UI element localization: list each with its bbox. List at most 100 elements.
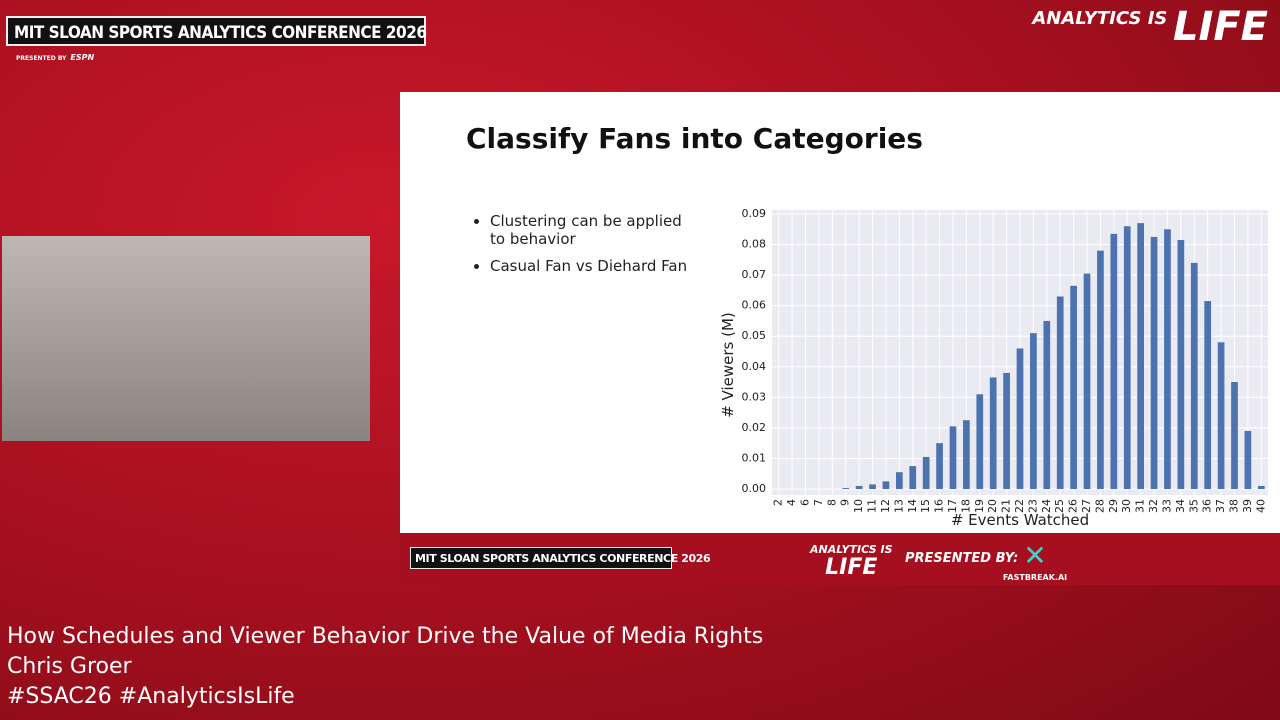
bar [842, 488, 850, 489]
bar [1244, 430, 1252, 489]
x-tick-label: 13 [892, 499, 905, 513]
bar [896, 472, 903, 489]
y-tick-label: 0.03 [742, 390, 767, 403]
bar [1030, 333, 1037, 489]
sponsor-icon: ✕ [1023, 539, 1047, 572]
x-tick-label: 11 [866, 499, 879, 513]
sponsor-name: FASTBREAK.AI [1002, 573, 1068, 582]
x-tick-label: 29 [1107, 499, 1120, 513]
bar [1231, 382, 1238, 489]
bar [1123, 226, 1131, 489]
x-tick-label: 18 [959, 499, 972, 513]
bar [882, 481, 890, 489]
x-tick-label: 19 [973, 499, 986, 513]
chart: # Viewers (M) # Events Watched 0.00 0.01 0… [719, 207, 1268, 529]
x-tick-label: 24 [1040, 499, 1053, 513]
x-tick-label: 26 [1067, 499, 1080, 513]
bar [989, 377, 997, 489]
x-tick-label: 17 [946, 499, 959, 513]
x-tick-label: 33 [1160, 499, 1173, 513]
y-tick-label: 0.08 [742, 238, 767, 251]
x-tick-label: 6 [799, 499, 812, 506]
bar [1257, 485, 1265, 489]
y-tick-label: 0.05 [742, 329, 767, 342]
slide: Classify Fans into Categories Clustering… [400, 92, 1280, 533]
tagline-big: LIFE [1172, 4, 1268, 50]
x-tick-label: 28 [1093, 499, 1106, 513]
y-tick-label: 0.01 [742, 451, 767, 464]
x-tick-label: 8 [825, 499, 838, 506]
bar [1137, 223, 1144, 489]
y-tick-label: 0.06 [742, 299, 767, 312]
speaker-video [2, 236, 370, 441]
x-tick-label: 21 [1000, 499, 1013, 513]
y-tick-label: 0.04 [742, 360, 767, 373]
bar [1164, 229, 1171, 489]
x-tick-label: 20 [986, 499, 999, 513]
bar [963, 420, 970, 489]
caption-title: How Schedules and Viewer Behavior Drive … [7, 624, 764, 649]
bar [936, 443, 943, 489]
y-tick-label: 0.09 [742, 207, 767, 220]
x-axis-label: # Events Watched [951, 511, 1089, 529]
bar [949, 426, 957, 489]
bar [1110, 233, 1118, 489]
x-tick-label: 31 [1134, 499, 1147, 513]
x-tick-label: 27 [1080, 499, 1093, 513]
caption-hashtags: #SSAC26 #AnalyticsIsLife [7, 684, 295, 709]
bar [1204, 301, 1212, 489]
y-axis-label: # Viewers (M) [719, 312, 737, 418]
banner-tagline-small: ANALYTICS IS [810, 543, 893, 556]
bar [1177, 239, 1185, 489]
bar [922, 456, 930, 489]
bullet: Clustering can be applied to behavior [490, 212, 700, 248]
y-tick-label: 0.00 [742, 482, 767, 495]
x-tick-label: 14 [906, 499, 919, 513]
x-tick-label: 22 [1013, 499, 1026, 513]
tagline-small: ANALYTICS IS [1032, 8, 1168, 29]
x-tick-label: 25 [1053, 499, 1066, 513]
presented-by: PRESENTED BY ESPN [16, 53, 94, 62]
x-tick-label: 7 [812, 499, 825, 506]
bar [1150, 236, 1158, 489]
x-tick-label: 37 [1214, 499, 1227, 513]
bar [1003, 372, 1010, 489]
bar [1070, 285, 1077, 489]
bar [1056, 296, 1064, 489]
x-tick-label: 23 [1026, 499, 1039, 513]
banner-presented-by: PRESENTED BY: [905, 551, 1019, 566]
x-tick-label: 9 [839, 499, 852, 506]
bar [855, 485, 863, 489]
slide-title: Classify Fans into Categories [466, 122, 923, 155]
bar [1097, 250, 1104, 489]
x-tick-label: 39 [1241, 499, 1254, 513]
conference-logo: MIT SLOAN SPORTS ANALYTICS CONFERENCE 20… [6, 16, 427, 46]
x-tick-label: 36 [1201, 499, 1214, 513]
x-tick-label: 32 [1147, 499, 1160, 513]
bar [1043, 320, 1051, 489]
banner-conference: MIT SLOAN SPORTS ANALYTICS CONFERENCE 20… [410, 547, 711, 569]
x-tick-label: 40 [1254, 499, 1267, 513]
bar [1016, 348, 1024, 489]
y-tick-label: 0.07 [742, 268, 767, 281]
presented-label: PRESENTED BY [16, 55, 67, 62]
x-tick-label: 15 [919, 499, 932, 513]
banner-sponsor: ✕ FASTBREAK.AI [995, 539, 1075, 582]
bullet-list: Clustering can be applied to behavior Ca… [470, 212, 700, 284]
bar [909, 466, 917, 489]
tagline: ANALYTICS IS LIFE [1032, 4, 1268, 50]
x-tick-label: 10 [852, 499, 865, 513]
x-tick-label: 30 [1120, 499, 1133, 513]
x-tick-label: 4 [785, 499, 798, 506]
banner-tagline: ANALYTICS IS LIFE [810, 541, 893, 580]
bar [976, 394, 984, 489]
y-tick-label: 0.02 [742, 421, 767, 434]
x-tick-label: 34 [1174, 499, 1187, 513]
bar [869, 484, 876, 489]
banner-tagline-big: LIFE [825, 555, 878, 580]
x-tick-label: 38 [1227, 499, 1240, 513]
x-tick-label: 16 [933, 499, 946, 513]
x-tick-label: 12 [879, 499, 892, 513]
caption-speaker: Chris Groer [7, 654, 132, 679]
